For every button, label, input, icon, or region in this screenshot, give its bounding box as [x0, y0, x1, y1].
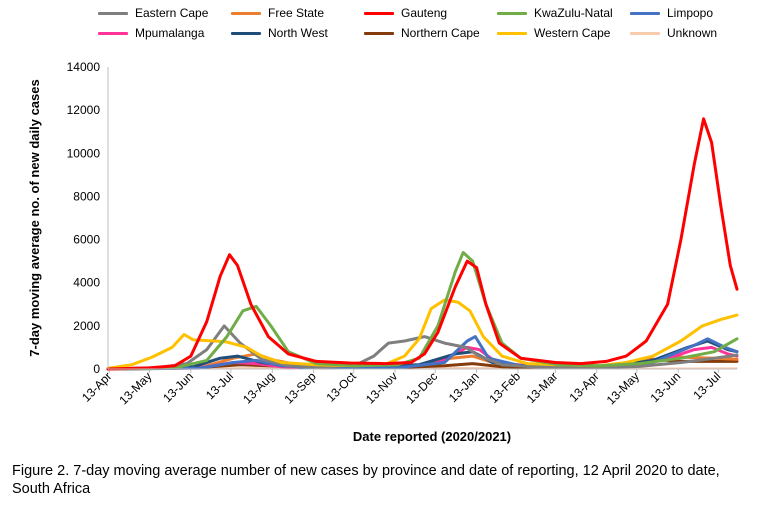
legend-label: Western Cape [534, 26, 611, 40]
legend-item-gauteng: Gauteng [364, 6, 497, 20]
legend-item-western-cape: Western Cape [497, 26, 630, 40]
x-tick-label: 13-May [116, 369, 154, 407]
legend-swatch [497, 31, 527, 35]
legend-item-unknown: Unknown [630, 26, 763, 40]
x-tick-label: 13-Nov [363, 369, 400, 406]
legend-label: Limpopo [667, 6, 714, 20]
legend-swatch [98, 11, 128, 15]
x-tick-label: 13-Dec [403, 369, 440, 406]
y-tick-label: 4000 [73, 276, 100, 290]
x-tick-label: 13-Jun [160, 369, 196, 405]
legend-label: Unknown [667, 26, 718, 40]
x-tick-label: 13-May [604, 369, 642, 407]
legend-item-free-state: Free State [231, 6, 364, 20]
legend-item-eastern-cape: Eastern Cape [98, 6, 231, 20]
legend-swatch [231, 11, 261, 15]
legend-label: Free State [268, 6, 325, 20]
x-tick-label: 13-Oct [323, 369, 359, 405]
legend-label: Gauteng [401, 6, 448, 20]
legend-item-limpopo: Limpopo [630, 6, 763, 20]
series-lines [106, 117, 739, 371]
x-tick-label: 13-Jun [648, 369, 684, 405]
x-tick-label: 13-Mar [524, 369, 561, 406]
x-tick-label: 13-Apr [567, 369, 602, 404]
x-tick-label: 13-Jul [203, 369, 236, 402]
y-tick-label: 12000 [67, 103, 101, 117]
y-tick-label: 8000 [73, 189, 100, 203]
y-tick-label: 14000 [67, 60, 101, 74]
x-tick-label: 13-Aug [240, 369, 277, 406]
figure-caption: Figure 2. 7-day moving average number of… [12, 463, 720, 497]
y-axis-ticks: 0 2000 4000 6000 8000 10000 12000 14000 [67, 60, 101, 376]
series-line-western-cape [106, 298, 739, 370]
legend-item-northern-cape: Northern Cape [364, 26, 497, 40]
legend-swatch [630, 11, 660, 15]
series-line-mpumalanga [106, 345, 739, 371]
x-tick-label: 13-Feb [486, 369, 523, 406]
series-line-limpopo [106, 335, 739, 371]
series-line-eastern-cape [106, 324, 739, 371]
legend-item-mpumalanga: Mpumalanga [98, 26, 231, 40]
x-axis-title: Date reported (2020/2021) [353, 429, 511, 444]
y-axis-title: 7-day moving average no. of new daily ca… [27, 79, 42, 356]
legend-item-north-west: North West [231, 26, 364, 40]
y-tick-label: 0 [93, 362, 100, 376]
legend-label: Eastern Cape [135, 6, 209, 20]
legend-label: Mpumalanga [135, 26, 205, 40]
legend-item-kwazulu-natal: KwaZulu-Natal [497, 6, 630, 20]
legend-swatch [497, 11, 527, 15]
legend-label: KwaZulu-Natal [534, 6, 613, 20]
series-line-kwazulu-natal [106, 251, 739, 371]
chart-legend: Eastern Cape Free State Gauteng KwaZulu-Nat… [98, 6, 758, 40]
legend-swatch [231, 31, 261, 35]
legend-label: North West [268, 26, 328, 40]
legend-swatch [364, 11, 394, 15]
legend-swatch [364, 31, 394, 35]
x-tick-label: 13-Jan [446, 369, 482, 405]
x-tick-label: 13-Jul [690, 369, 723, 402]
legend-swatch [630, 31, 660, 35]
y-tick-label: 6000 [73, 233, 100, 247]
series-line-gauteng [106, 117, 739, 371]
y-tick-label: 2000 [73, 319, 100, 333]
legend-label: Northern Cape [401, 26, 480, 40]
x-axis-ticks: 13-Apr 13-May 13-Jun 13-Jul 13-Aug 13-Sep 13-O… [79, 369, 723, 408]
x-tick-label: 13-Sep [282, 369, 319, 406]
legend-swatch [98, 31, 128, 35]
y-tick-label: 10000 [67, 146, 101, 160]
